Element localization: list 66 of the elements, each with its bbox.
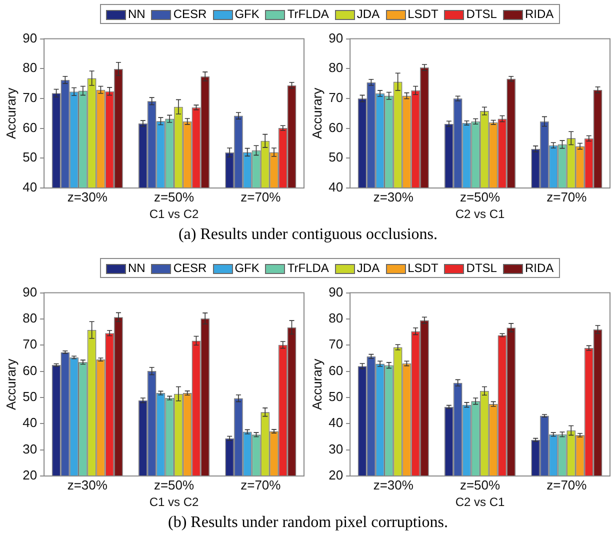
y-tick-label: 40 [328,415,344,430]
y-tick-label: 70 [328,336,344,352]
legend-label: TrFLDA [286,7,329,21]
x-axis-title: C2 vs C1 [455,207,506,222]
x-tick-label: z=30% [373,477,414,492]
y-tick-label: 40 [328,180,344,195]
legend-label: JDA [356,7,380,21]
y-tick-label: 40 [22,415,38,430]
y-tick-label: 60 [328,120,344,135]
legend-label: JDA [356,261,380,275]
x-axis-title: C1 vs C2 [149,495,200,510]
y-tick-label: 90 [22,30,38,46]
legend-label: TrFLDA [286,261,329,275]
text: (b) Results under random pixel corruptions. [167,514,449,532]
x-tick-label: z=70% [546,477,588,492]
x-tick-label: z=70% [546,189,588,204]
x-tick-label: z=50% [154,189,195,204]
legend-label: CESR [172,7,207,21]
y-tick-label: 70 [22,90,38,106]
y-tick-label: 50 [22,150,38,165]
legend-label: NN [127,261,146,275]
legend-label: GFK [234,7,260,21]
y-tick-label: 80 [22,310,38,326]
legend-label: NN [127,7,146,21]
text: (a) Results under contiguous occlusions. [177,226,439,244]
legend-label: DTSL [465,261,497,275]
x-tick-label: z=70% [240,477,282,492]
x-axis-title: C2 vs C1 [455,495,506,510]
y-tick-label: 90 [328,284,344,300]
legend-label: LSDT [406,261,438,275]
y-axis-title: Accurary [3,358,18,410]
y-tick-label: 50 [22,389,38,404]
y-tick-label: 80 [328,310,344,326]
legend-label: RIDA [524,7,554,21]
y-tick-label: 70 [328,90,344,106]
y-tick-label: 20 [22,468,38,483]
legend-label: CESR [172,261,207,275]
y-tick-label: 60 [328,362,344,378]
x-axis-title: C1 vs C2 [149,207,200,222]
y-axis-title: Accurary [309,87,324,140]
y-tick-label: 80 [22,60,38,76]
y-tick-label: 90 [22,284,38,300]
y-tick-label: 50 [328,150,344,165]
y-tick-label: 70 [22,336,38,352]
legend-label: LSDT [406,7,438,21]
y-tick-label: 30 [22,441,38,456]
y-tick-label: 30 [328,441,344,456]
y-axis-title: Accurary [3,87,18,140]
x-tick-label: z=50% [460,477,501,492]
y-tick-label: 80 [328,60,344,76]
x-tick-label: z=50% [154,477,195,492]
x-tick-label: z=70% [240,189,282,204]
legend-label: GFK [234,261,260,275]
y-tick-label: 60 [22,120,38,135]
x-tick-label: z=30% [67,477,108,492]
x-tick-label: z=50% [460,189,501,204]
y-tick-label: 50 [328,389,344,404]
legend-label: DTSL [465,7,497,21]
y-tick-label: 20 [328,468,344,483]
y-tick-label: 90 [328,30,344,46]
x-tick-label: z=30% [67,189,108,204]
y-tick-label: 60 [22,362,38,378]
y-axis-title: Accurary [309,358,324,410]
y-tick-label: 40 [22,180,38,195]
x-tick-label: z=30% [373,189,414,204]
legend-label: RIDA [524,261,554,275]
